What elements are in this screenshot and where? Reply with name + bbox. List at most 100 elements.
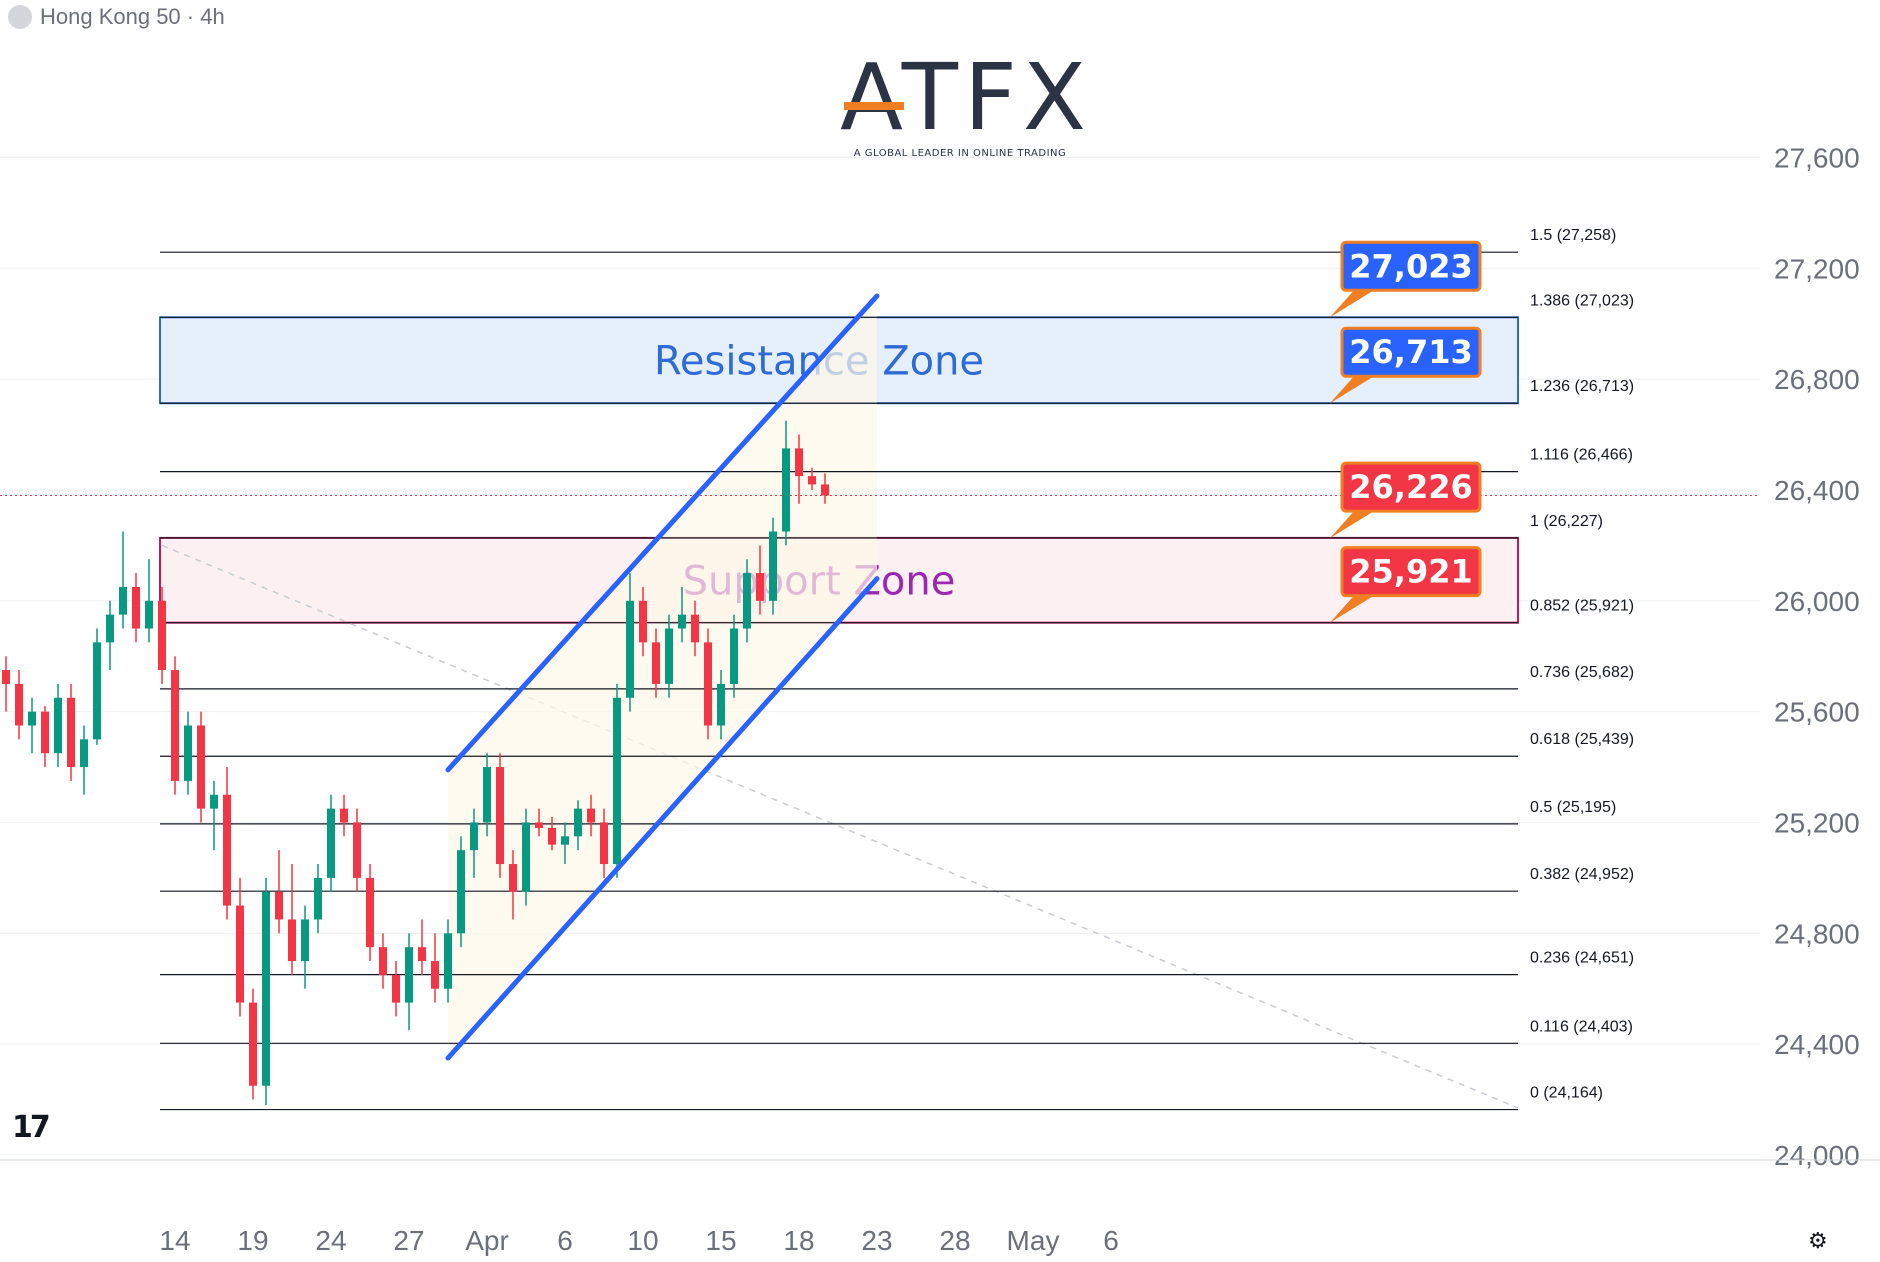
candle-body bbox=[795, 448, 803, 477]
candle-body bbox=[730, 628, 738, 684]
y-tick-label: 25,600 bbox=[1774, 697, 1860, 728]
x-tick-label: 18 bbox=[783, 1225, 814, 1256]
callout-pointer bbox=[1330, 376, 1374, 404]
candle-body bbox=[28, 711, 36, 726]
fib-label: 1.236 (26,713) bbox=[1530, 378, 1634, 395]
candle-body bbox=[301, 919, 309, 962]
fib-label: 1.116 (26,466) bbox=[1530, 447, 1633, 464]
candle-body bbox=[132, 586, 140, 629]
x-tick-label: 15 bbox=[705, 1225, 736, 1256]
channel-fill bbox=[448, 295, 877, 1059]
y-tick-label: 24,000 bbox=[1774, 1140, 1860, 1171]
atfx-logo: ATFX A GLOBAL LEADER IN ONLINE TRADING bbox=[840, 52, 1086, 160]
chart-settings-icon[interactable]: ⚙ bbox=[1808, 1228, 1828, 1253]
x-tick-label: 24 bbox=[315, 1225, 346, 1256]
candle-body bbox=[470, 822, 478, 851]
candle-body bbox=[496, 767, 504, 865]
candle-body bbox=[782, 448, 790, 532]
x-tick-label: 27 bbox=[393, 1225, 424, 1256]
y-tick-label: 27,600 bbox=[1774, 142, 1860, 173]
candle-body bbox=[769, 531, 777, 601]
candle-body bbox=[652, 642, 660, 684]
candle-body bbox=[639, 600, 647, 643]
candle-body bbox=[431, 961, 439, 989]
candle-body bbox=[223, 794, 231, 906]
candle-body bbox=[548, 828, 556, 845]
candle-body bbox=[418, 947, 426, 962]
tradingview-logo-icon[interactable]: 17 bbox=[12, 1110, 51, 1145]
candle-body bbox=[535, 822, 543, 829]
candle-body bbox=[626, 600, 634, 698]
callout-box bbox=[1340, 326, 1482, 378]
candle-body bbox=[171, 670, 179, 781]
candle-body bbox=[808, 476, 816, 485]
candle-body bbox=[587, 808, 595, 823]
logo-accent-bar bbox=[844, 102, 904, 110]
y-tick-label: 26,000 bbox=[1774, 586, 1860, 617]
candle-body bbox=[561, 836, 569, 845]
candle-body bbox=[821, 484, 829, 496]
candle-body bbox=[80, 739, 88, 768]
candle-body bbox=[379, 947, 387, 975]
candle-body bbox=[574, 808, 582, 837]
candle-body bbox=[54, 697, 62, 754]
fib-label: 0.382 (24,952) bbox=[1530, 866, 1634, 883]
candle-body bbox=[275, 891, 283, 920]
candle-body bbox=[678, 614, 686, 629]
callout-box bbox=[1340, 240, 1482, 292]
fib-label: 0 (24,164) bbox=[1530, 1085, 1603, 1102]
candle-body bbox=[288, 919, 296, 962]
candle-body bbox=[522, 822, 530, 892]
channel-lower-line bbox=[445, 576, 880, 1061]
candle-body bbox=[756, 573, 764, 601]
logo-tagline: A GLOBAL LEADER IN ONLINE TRADING bbox=[853, 148, 1067, 159]
candle-body bbox=[743, 573, 751, 629]
symbol-label: Hong Kong 50 · 4h bbox=[40, 4, 225, 29]
candle-body bbox=[444, 933, 452, 989]
candle-body bbox=[483, 767, 491, 823]
callout-text: 26,226 bbox=[1349, 468, 1472, 506]
x-tick-label: May bbox=[1007, 1225, 1060, 1256]
y-tick-label: 26,400 bbox=[1774, 475, 1860, 506]
candle-body bbox=[158, 600, 166, 671]
y-tick-label: 27,200 bbox=[1774, 253, 1860, 284]
candle-body bbox=[314, 877, 322, 920]
x-tick-label: Apr bbox=[465, 1225, 509, 1256]
candle-body bbox=[509, 864, 517, 892]
callout-box bbox=[1340, 546, 1482, 598]
x-tick-label: 28 bbox=[939, 1225, 970, 1256]
trend-line-dashed bbox=[161, 544, 1519, 1109]
symbol-header[interactable]: Hong Kong 50 · 4h bbox=[8, 4, 225, 30]
candle-body bbox=[210, 794, 218, 809]
y-tick-label: 24,400 bbox=[1774, 1029, 1860, 1060]
fib-label: 0.736 (25,682) bbox=[1530, 664, 1634, 681]
candle-body bbox=[184, 725, 192, 781]
candle-body bbox=[665, 628, 673, 684]
y-tick-label: 24,800 bbox=[1774, 918, 1860, 949]
callout-pointer bbox=[1330, 290, 1374, 318]
candle-body bbox=[613, 697, 621, 865]
fib-label: 0.236 (24,651) bbox=[1530, 950, 1634, 967]
callout-pointer bbox=[1330, 595, 1374, 623]
candle-body bbox=[145, 600, 153, 629]
fib-label: 1.5 (27,258) bbox=[1530, 227, 1616, 244]
callout-text: 27,023 bbox=[1349, 247, 1472, 285]
candle-body bbox=[392, 974, 400, 1003]
callout-box bbox=[1340, 461, 1482, 513]
symbol-icon bbox=[8, 5, 32, 29]
fib-label: 0.5 (25,195) bbox=[1530, 799, 1616, 816]
candle-body bbox=[327, 808, 335, 878]
candle-body bbox=[236, 905, 244, 1003]
x-tick-label: 14 bbox=[159, 1225, 190, 1256]
callout-text: 25,921 bbox=[1349, 553, 1472, 591]
fib-label: 0.852 (25,921) bbox=[1530, 598, 1634, 615]
candle-body bbox=[353, 822, 361, 878]
fib-label: 1.386 (27,023) bbox=[1530, 292, 1634, 309]
fib-label: 0.618 (25,439) bbox=[1530, 731, 1634, 748]
y-tick-label: 26,800 bbox=[1774, 364, 1860, 395]
candle-body bbox=[717, 683, 725, 726]
x-tick-label: 23 bbox=[861, 1225, 892, 1256]
y-tick-label: 25,200 bbox=[1774, 807, 1860, 838]
fib-label: 1 (26,227) bbox=[1530, 513, 1603, 530]
